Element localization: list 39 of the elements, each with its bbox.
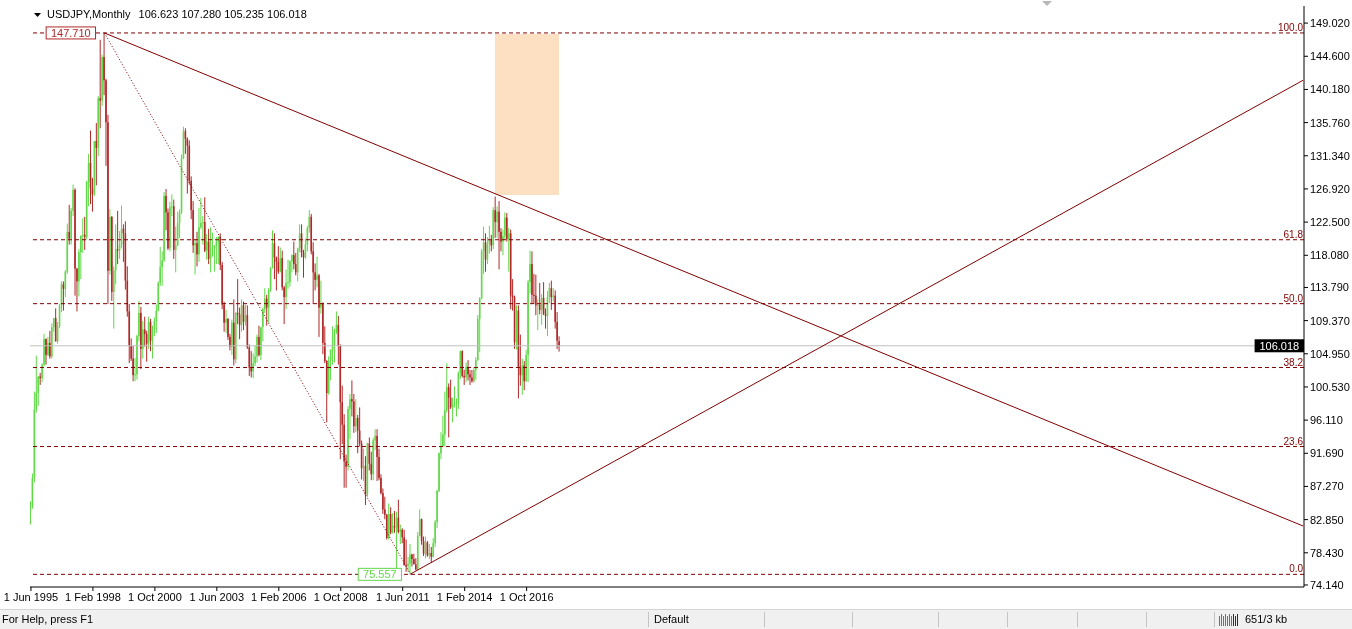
x-tick-label: 1 Oct 2016 bbox=[499, 590, 554, 603]
x-tick-label: 1 Oct 2008 bbox=[313, 590, 368, 603]
annotation: 100.0 bbox=[1278, 21, 1304, 33]
x-tick-label: 1 Feb 2006 bbox=[250, 590, 307, 603]
y-tick-label: 104.950 bbox=[1310, 347, 1350, 360]
y-tick-label: 100.530 bbox=[1310, 380, 1350, 393]
annotation: 50.0 bbox=[1283, 292, 1304, 304]
x-tick-label: 1 Jun 2003 bbox=[189, 590, 245, 603]
x-tick-label: 1 Feb 1998 bbox=[65, 590, 121, 603]
annotation: 75.557 bbox=[363, 568, 397, 581]
y-tick-label: 149.020 bbox=[1310, 17, 1350, 30]
chart-subtitle: 106.623 107.280 105.235 106.018 bbox=[138, 8, 307, 21]
y-tick-label: 140.180 bbox=[1310, 83, 1350, 96]
chart-title: USDJPY,Monthly bbox=[47, 8, 131, 21]
y-tick-label: 74.140 bbox=[1310, 578, 1344, 591]
annotation: 38.2 bbox=[1283, 356, 1304, 368]
y-tick-label: 118.080 bbox=[1310, 249, 1349, 262]
y-tick-label: 91.690 bbox=[1310, 447, 1344, 460]
y-tick-label: 122.500 bbox=[1310, 216, 1350, 229]
annotation: 0.0 bbox=[1289, 563, 1304, 575]
x-tick-label: 1 Feb 2014 bbox=[436, 590, 493, 603]
ref-line-label: 106.018 bbox=[1259, 339, 1300, 352]
y-tick-label: 78.430 bbox=[1310, 546, 1344, 559]
x-tick-label: 1 Jun 1995 bbox=[3, 590, 59, 603]
annotation: 23.6 bbox=[1283, 435, 1304, 447]
y-tick-label: 96.110 bbox=[1310, 414, 1343, 427]
y-tick-label: 87.270 bbox=[1310, 480, 1344, 493]
y-tick-label: 109.370 bbox=[1310, 314, 1350, 327]
annotation: 61.8 bbox=[1283, 228, 1304, 240]
y-tick-label: 144.600 bbox=[1310, 50, 1350, 63]
y-tick-label: 131.340 bbox=[1310, 149, 1350, 162]
y-tick-label: 82.850 bbox=[1310, 513, 1344, 526]
status-bar: For Help, press F1 Default 651/3 kb bbox=[0, 609, 1352, 629]
y-tick-label: 113.790 bbox=[1310, 281, 1349, 294]
annotation: 147.710 bbox=[50, 26, 91, 39]
y-tick-label: 126.920 bbox=[1310, 182, 1350, 195]
x-tick-label: 1 Jun 2011 bbox=[375, 590, 430, 603]
y-tick-label: 135.760 bbox=[1310, 116, 1350, 129]
x-tick-label: 1 Oct 2000 bbox=[127, 590, 182, 603]
